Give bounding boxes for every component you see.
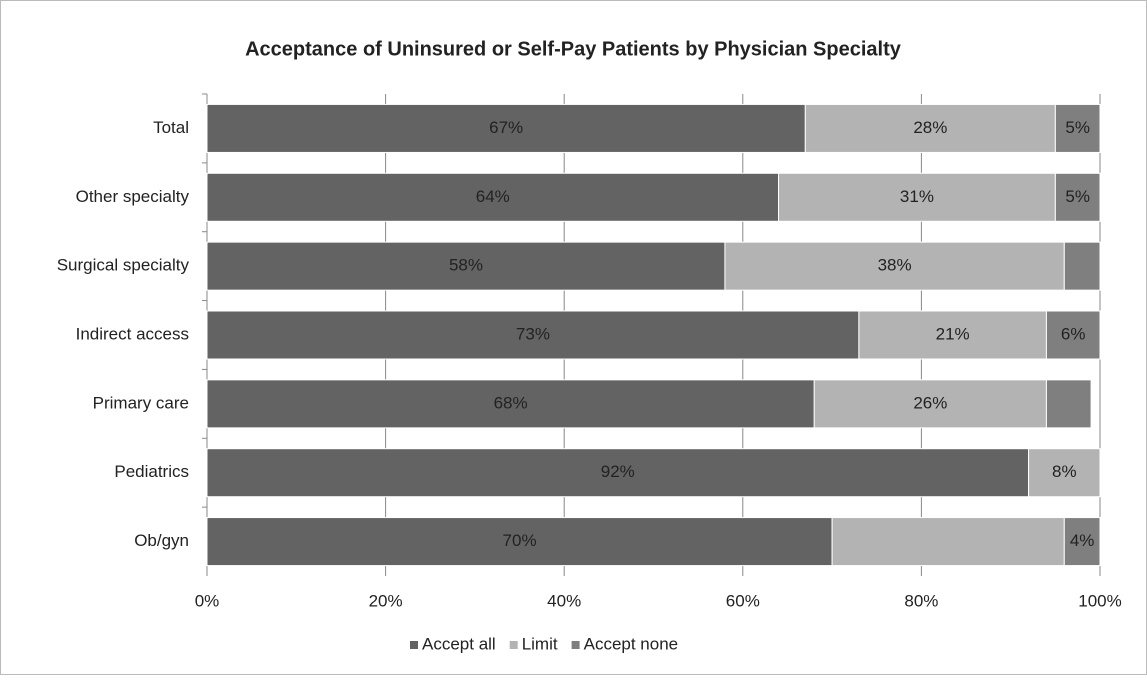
bar-segment: [831, 517, 1065, 567]
x-tick-label: 100%: [1078, 591, 1121, 610]
bar-segment: [206, 172, 780, 222]
data-label: 70%: [503, 531, 537, 550]
data-label: 73%: [516, 324, 550, 343]
bar-segment: [724, 241, 1065, 291]
bar-segment: [1045, 379, 1092, 429]
legend-label: Limit: [522, 634, 558, 653]
data-label: 64%: [476, 187, 510, 206]
data-label: 6%: [1061, 324, 1086, 343]
bar-segment: [206, 241, 726, 291]
bar-segment: [206, 310, 860, 360]
data-label: 58%: [449, 256, 483, 275]
bar-segment: [206, 517, 833, 567]
y-tick-label: Primary care: [93, 393, 189, 412]
legend-swatch: [571, 641, 580, 649]
y-tick-label: Indirect access: [76, 324, 189, 343]
x-tick-label: 80%: [904, 591, 938, 610]
bar-segment: [206, 379, 815, 429]
y-tick-label: Ob/gyn: [134, 531, 189, 550]
legend-swatch: [410, 641, 418, 649]
data-label: 5%: [1065, 187, 1090, 206]
data-label: 28%: [913, 118, 947, 137]
bar-segment: [206, 103, 806, 153]
bar-segment: [1028, 448, 1101, 498]
data-label: 8%: [1052, 462, 1077, 481]
chart-title: Acceptance of Uninsured or Self-Pay Pati…: [245, 38, 902, 60]
y-tick-label: Surgical specialty: [57, 256, 190, 275]
data-label: 4%: [1070, 531, 1095, 550]
bar-segment: [1063, 517, 1101, 567]
legend-swatch: [509, 641, 518, 649]
data-label: 21%: [936, 324, 970, 343]
bar-segment: [206, 448, 1030, 498]
y-tick-label: Pediatrics: [114, 462, 189, 481]
x-tick-label: 60%: [726, 591, 760, 610]
bar-segment: [858, 310, 1047, 360]
data-label: 68%: [494, 393, 528, 412]
legend-label: Accept none: [584, 634, 679, 653]
bar-segment: [1045, 310, 1101, 360]
bar-segment: [1054, 172, 1101, 222]
data-label: 31%: [900, 187, 934, 206]
bar-segment: [813, 379, 1047, 429]
data-label: 92%: [601, 462, 635, 481]
bar-segment: [1063, 241, 1101, 291]
data-label: 5%: [1065, 118, 1090, 137]
x-tick-label: 40%: [547, 591, 581, 610]
legend-label: Accept all: [422, 634, 496, 653]
y-tick-label: Other specialty: [76, 187, 190, 206]
data-label: 67%: [489, 118, 523, 137]
x-tick-label: 20%: [369, 591, 403, 610]
bar-segment: [1054, 103, 1101, 153]
data-label: 26%: [913, 393, 947, 412]
data-label: 38%: [878, 256, 912, 275]
x-tick-label: 0%: [195, 591, 220, 610]
bar-segment: [778, 172, 1056, 222]
y-tick-label: Total: [153, 118, 189, 137]
